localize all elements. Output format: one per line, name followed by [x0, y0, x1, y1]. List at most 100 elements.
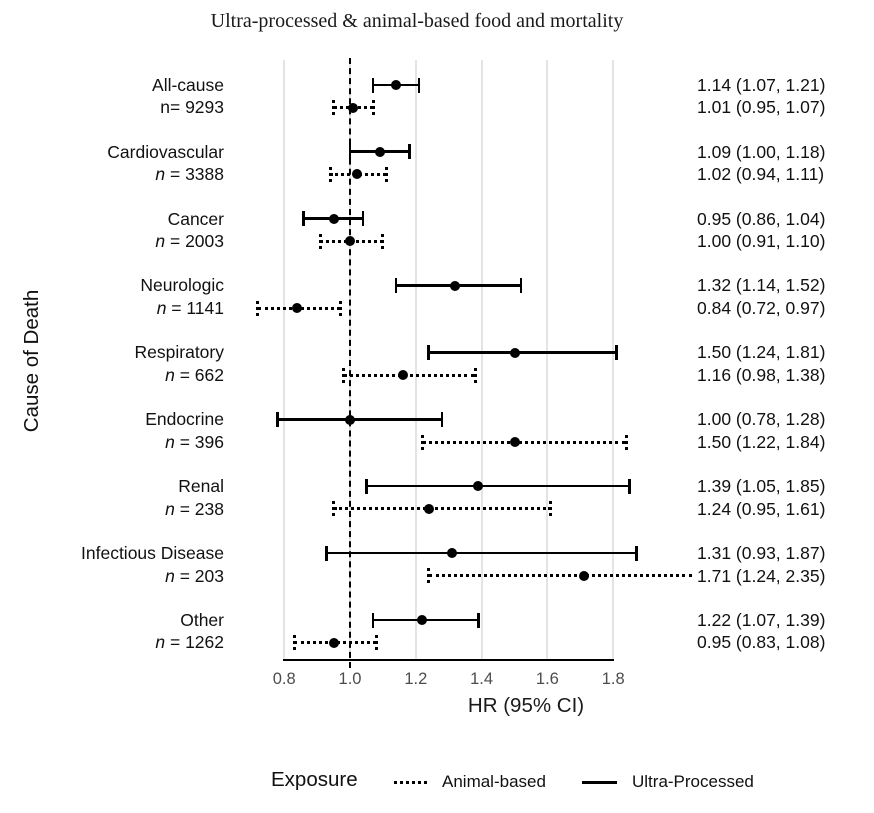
ci-cap-right [338, 300, 342, 316]
ci-line [333, 507, 551, 511]
hr-value-label: 1.09 (1.00, 1.18) [697, 141, 826, 162]
ci-cap-right [371, 100, 375, 115]
hr-point [417, 615, 428, 626]
hr-value-label: 1.50 (1.22, 1.84) [697, 431, 826, 452]
cause-label: Respiratory [134, 342, 224, 363]
ci-cap-right [384, 166, 388, 182]
ci-cap-left [325, 545, 329, 561]
n-label: n = 1262 [155, 632, 224, 653]
n-label: n = 3388 [155, 164, 224, 185]
ci-cap-right [628, 478, 631, 494]
ci-cap-left [318, 233, 322, 249]
cause-label: Cardiovascular [107, 141, 224, 162]
ci-cap-right [374, 635, 378, 651]
ci-cap-left [394, 278, 398, 294]
ci-cap-left [332, 100, 336, 115]
ci-cap-left [256, 300, 260, 316]
cause-label: Endocrine [145, 409, 224, 430]
hr-value-label: 1.71 (1.24, 2.35) [697, 565, 826, 586]
ci-cap-right [407, 144, 411, 160]
ci-cap-left [332, 501, 336, 517]
ci-line [428, 351, 617, 354]
ci-cap-left [427, 345, 431, 361]
ci-line [343, 373, 475, 377]
n-label: n = 2003 [155, 231, 224, 252]
cause-label: Cancer [167, 208, 224, 229]
hr-value-label: 1.50 (1.24, 1.81) [697, 342, 826, 363]
solid-line-sample-icon [582, 781, 617, 785]
hr-value-label: 1.01 (0.95, 1.07) [697, 97, 826, 118]
gridline [546, 60, 549, 660]
n-label: n = 662 [165, 364, 224, 385]
hr-point [397, 370, 408, 381]
hr-point [292, 303, 303, 314]
legend-label-animal-based: Animal-based [442, 772, 546, 791]
hr-point [328, 213, 339, 224]
hr-value-label: 0.95 (0.86, 1.04) [697, 208, 826, 229]
hr-value-label: 1.16 (0.98, 1.38) [697, 364, 826, 385]
cause-label: All-cause [152, 74, 224, 95]
ci-cap-right [473, 367, 477, 383]
chart-title: Ultra-processed & animal-based food and … [210, 10, 624, 32]
n-label: n = 203 [165, 565, 224, 586]
ci-cap-left [427, 568, 431, 584]
hr-value-label: 0.95 (0.83, 1.08) [697, 632, 826, 653]
n-label: n = 238 [165, 498, 224, 519]
x-tick-label: 0.8 [272, 670, 296, 688]
hr-value-label: 1.02 (0.94, 1.11) [697, 164, 825, 185]
ci-cap-left [276, 412, 279, 427]
y-axis-title: Cause of Death [20, 289, 43, 433]
ci-cap-right [624, 434, 628, 450]
hr-value-label: 1.39 (1.05, 1.85) [697, 476, 826, 497]
ci-cap-left [328, 166, 332, 182]
ci-line [422, 440, 627, 444]
x-tick-label: 1.8 [601, 670, 625, 688]
ci-cap-left [292, 635, 296, 651]
ci-cap-left [420, 434, 424, 450]
hr-value-label: 1.22 (1.07, 1.39) [697, 609, 826, 630]
gridline [480, 60, 483, 660]
dotted-line-sample-icon [394, 781, 427, 784]
ci-line [326, 551, 637, 555]
legend: Exposure Animal-based Ultra-Processed [0, 766, 874, 796]
hr-value-label: 1.32 (1.14, 1.52) [697, 275, 826, 296]
ci-cap-right [417, 77, 421, 93]
ci-line [366, 484, 630, 488]
ci-cap-left [364, 478, 368, 494]
hr-point [351, 169, 362, 180]
hr-point [391, 80, 402, 90]
ci-cap-left [341, 367, 345, 383]
n-label: n= 9293 [160, 97, 224, 118]
hr-point [578, 570, 589, 581]
ci-cap-right [549, 501, 553, 517]
hr-point [473, 481, 484, 492]
ci-cap-right [519, 278, 523, 294]
hr-value-label: 1.24 (0.95, 1.61) [697, 498, 826, 519]
ci-cap-left [371, 77, 375, 93]
ci-cap-right [381, 233, 385, 249]
hr-value-label: 1.00 (0.91, 1.10) [697, 231, 826, 252]
hr-value-label: 1.14 (1.07, 1.21) [697, 74, 826, 95]
hr-point [345, 236, 355, 247]
cause-label: Infectious Disease [81, 543, 224, 564]
hr-point [374, 146, 385, 157]
hr-point [345, 414, 355, 425]
x-tick-label: 1.2 [404, 670, 428, 688]
hr-point [423, 503, 434, 514]
x-tick-label: 1.0 [338, 670, 362, 688]
x-axis-title: HR (95% CI) [467, 694, 585, 717]
hr-point [328, 637, 339, 648]
cause-label: Renal [178, 476, 224, 497]
ci-cap-right [440, 412, 444, 427]
n-label: n = 396 [165, 431, 224, 452]
gridline [612, 60, 615, 660]
x-axis-line [283, 659, 614, 662]
legend-label-ultra-processed: Ultra-Processed [632, 772, 754, 791]
hr-point [509, 347, 520, 358]
hr-value-label: 1.31 (0.93, 1.87) [697, 543, 826, 564]
hr-point [450, 280, 461, 291]
x-tick-label: 1.6 [535, 670, 559, 688]
hr-point [509, 437, 520, 447]
ci-line [428, 574, 692, 578]
ci-cap-left [302, 211, 306, 227]
